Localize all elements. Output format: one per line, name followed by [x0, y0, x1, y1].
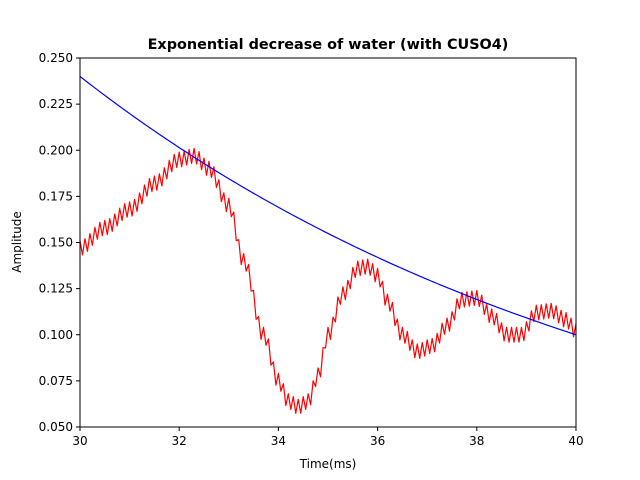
y-axis: 0.050 0.075 0.100 0.125 0.150 0.175 0.200 0.225… — [39, 51, 80, 434]
y-tick-label: 0.225 — [39, 97, 73, 111]
y-tick-label: 0.150 — [39, 236, 73, 250]
y-tick-label: 0.200 — [39, 143, 73, 157]
x-tick-label: 32 — [172, 434, 187, 448]
plot-lines — [79, 75, 577, 414]
exponential-fit-line — [79, 75, 577, 336]
y-tick-label: 0.175 — [39, 189, 73, 203]
y-tick-label: 0.125 — [39, 282, 73, 296]
y-tick-label: 0.250 — [39, 51, 73, 65]
x-tick-label: 38 — [469, 434, 484, 448]
y-tick-label: 0.050 — [39, 420, 73, 434]
x-tick-label: 34 — [271, 434, 286, 448]
x-tick-label: 30 — [72, 434, 87, 448]
signal-line — [79, 147, 577, 414]
x-axis-label: Time(ms) — [299, 457, 357, 471]
x-tick-label: 40 — [568, 434, 583, 448]
chart-title: Exponential decrease of water (with CUSO… — [148, 37, 509, 53]
x-tick-label: 36 — [370, 434, 385, 448]
y-tick-label: 0.075 — [39, 374, 73, 388]
y-axis-label: Amplitude — [10, 211, 24, 273]
x-axis: 30 32 34 36 38 40 — [72, 427, 584, 448]
y-tick-label: 0.100 — [39, 328, 73, 342]
